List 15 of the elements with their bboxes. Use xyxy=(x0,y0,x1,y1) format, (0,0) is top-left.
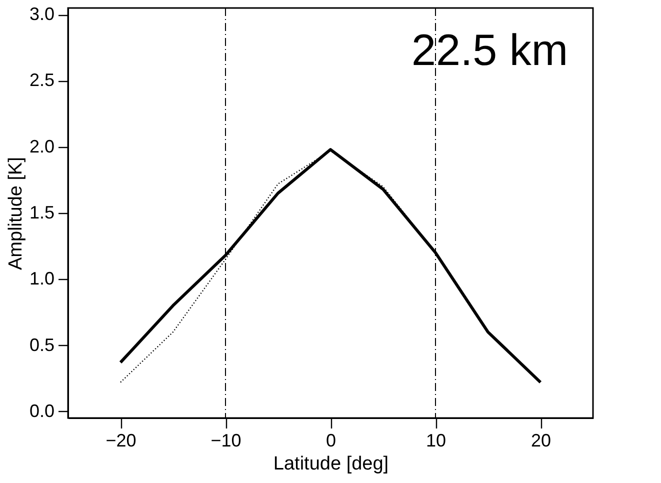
x-tick-label: 10 xyxy=(426,430,446,450)
y-tick-label: 0.5 xyxy=(29,334,54,355)
y-tick-label: 2.0 xyxy=(29,136,54,156)
y-axis-title: Amplitude [K] xyxy=(5,157,26,270)
y-tick-label: 1.5 xyxy=(29,202,54,222)
y-tick-label: 1.0 xyxy=(29,268,54,289)
annotation: 22.5 km xyxy=(411,26,568,75)
x-axis-title: Latitude [deg] xyxy=(273,454,389,474)
y-tick-label: 2.5 xyxy=(29,70,54,90)
x-tick-label: −20 xyxy=(106,430,136,450)
x-tick-label: 0 xyxy=(326,430,336,450)
y-tick-label: 3.0 xyxy=(29,4,54,24)
x-tick-label: −10 xyxy=(210,430,242,450)
y-tick-label: 0.0 xyxy=(29,400,54,421)
x-tick-label: 20 xyxy=(530,430,552,450)
